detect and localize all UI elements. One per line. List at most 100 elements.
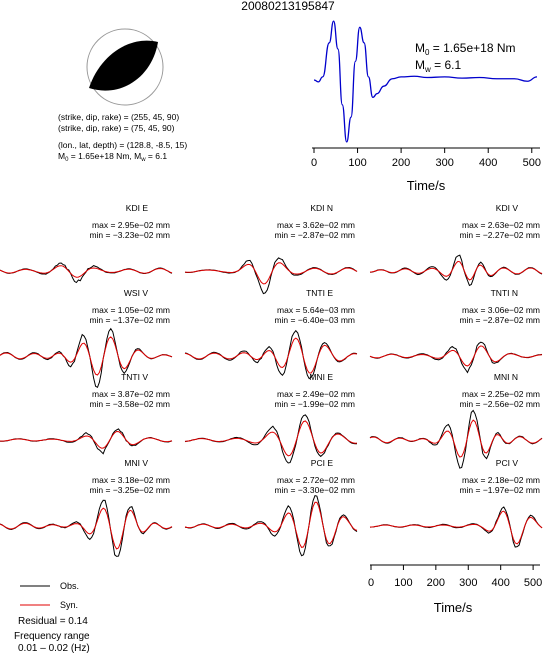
station-label: TNTI N bbox=[491, 288, 518, 298]
event-id-title: 20080213195847 bbox=[241, 0, 335, 13]
min-amplitude-label: min = −2.87e−02 mm bbox=[274, 230, 355, 240]
syn-waveform bbox=[0, 336, 173, 376]
residual-label: Residual = 0.14 bbox=[18, 616, 88, 627]
obs-waveform bbox=[369, 254, 543, 287]
min-amplitude-label: min = −1.37e−02 mm bbox=[89, 315, 170, 325]
max-amplitude-label: max = 5.64e−03 mm bbox=[277, 305, 355, 315]
stf-tick-label: 200 bbox=[392, 157, 410, 169]
stf-series-line bbox=[313, 20, 538, 143]
min-amplitude-label: min = −2.56e−02 mm bbox=[459, 399, 540, 409]
syn-waveform bbox=[0, 430, 173, 449]
min-amplitude-label: min = −1.97e−02 mm bbox=[459, 485, 540, 495]
station-label: KDI V bbox=[496, 203, 519, 213]
syn-waveform bbox=[0, 507, 173, 550]
wave-time-axis: 0 100 200 300 400 500 Time/s bbox=[368, 564, 542, 615]
station-label: TNTI V bbox=[121, 372, 148, 382]
mechanism-line-1: (strike, dip, rake) = (255, 45, 90) bbox=[58, 112, 179, 122]
syn-waveform bbox=[184, 420, 358, 457]
wave-x-axis-label: Time/s bbox=[434, 600, 473, 615]
stf-tick-label: 0 bbox=[311, 157, 317, 169]
stf-m0-label: M0 = 1.65e+18 Nm bbox=[415, 41, 516, 57]
wave-tick-label: 400 bbox=[492, 577, 510, 589]
min-amplitude-label: min = −3.25e−02 mm bbox=[89, 485, 170, 495]
frequency-range-title: Frequency range bbox=[14, 631, 90, 642]
stf-x-axis-label: Time/s bbox=[407, 178, 446, 193]
wave-ticks: 0 100 200 300 400 500 bbox=[368, 565, 542, 589]
station-label: PCI V bbox=[496, 458, 519, 468]
syn-waveform bbox=[184, 337, 358, 374]
syn-waveform bbox=[369, 345, 543, 367]
moment-line: M0 = 1.65e+18 Nm, Mw = 6.1 bbox=[58, 151, 167, 163]
syn-waveform bbox=[369, 419, 543, 458]
min-amplitude-label: min = −1.99e−02 mm bbox=[274, 399, 355, 409]
stf-plot: 0 100 200 300 400 500 M0 = 1.65e+18 Nm Mw = 6… bbox=[311, 20, 541, 193]
obs-waveform bbox=[369, 341, 543, 374]
syn-waveform bbox=[184, 262, 358, 285]
mechanism-info: (strike, dip, rake) = (255, 45, 90) (str… bbox=[58, 112, 187, 163]
mechanism-line-2: (strike, dip, rake) = (75, 45, 90) bbox=[58, 123, 175, 133]
min-amplitude-label: min = −2.87e−02 mm bbox=[459, 315, 540, 325]
stf-tick-label: 400 bbox=[479, 157, 497, 169]
legend-syn-label: Syn. bbox=[60, 600, 78, 610]
syn-waveform bbox=[184, 501, 358, 548]
stf-tick-label: 500 bbox=[523, 157, 541, 169]
max-amplitude-label: max = 2.95e−02 mm bbox=[92, 220, 170, 230]
station-label: WSI V bbox=[124, 288, 148, 298]
obs-waveform bbox=[184, 494, 358, 557]
max-amplitude-label: max = 2.49e−02 mm bbox=[277, 389, 355, 399]
max-amplitude-label: max = 3.87e−02 mm bbox=[92, 389, 170, 399]
frequency-range-value: 0.01 – 0.02 (Hz) bbox=[18, 643, 90, 654]
min-amplitude-label: min = −2.27e−02 mm bbox=[459, 230, 540, 240]
max-amplitude-label: max = 3.18e−02 mm bbox=[92, 475, 170, 485]
max-amplitude-label: max = 2.25e−02 mm bbox=[462, 389, 540, 399]
max-amplitude-label: max = 2.18e−02 mm bbox=[462, 475, 540, 485]
obs-waveform bbox=[0, 499, 173, 557]
beachball-compressional-quadrant bbox=[89, 40, 158, 91]
wave-tick-label: 100 bbox=[394, 577, 412, 589]
max-amplitude-label: max = 3.62e−02 mm bbox=[277, 220, 355, 230]
syn-waveform bbox=[0, 265, 173, 278]
legend-obs-label: Obs. bbox=[60, 581, 79, 591]
wave-tick-label: 300 bbox=[459, 577, 477, 589]
beachball bbox=[86, 28, 164, 106]
wave-tick-label: 500 bbox=[524, 577, 542, 589]
stf-ticks: 0 100 200 300 400 500 bbox=[311, 148, 541, 169]
min-amplitude-label: min = −3.23e−02 mm bbox=[89, 230, 170, 240]
min-amplitude-label: min = −6.40e−03 mm bbox=[274, 315, 355, 325]
max-amplitude-label: max = 1.05e−02 mm bbox=[92, 305, 170, 315]
station-label: KDI E bbox=[126, 203, 149, 213]
obs-waveform bbox=[184, 329, 358, 380]
wave-tick-label: 0 bbox=[368, 577, 374, 589]
min-amplitude-label: min = −3.30e−02 mm bbox=[274, 485, 355, 495]
stf-tick-label: 100 bbox=[348, 157, 366, 169]
syn-waveform bbox=[369, 260, 543, 281]
max-amplitude-label: max = 2.72e−02 mm bbox=[277, 475, 355, 485]
station-label: MNI V bbox=[124, 458, 148, 468]
min-amplitude-label: min = −3.58e−02 mm bbox=[89, 399, 170, 409]
legend: Obs. Syn. Residual = 0.14 Frequency rang… bbox=[14, 581, 90, 654]
location-line: (lon., lat, depth) = (128.8, -8.5, 15) bbox=[58, 140, 187, 150]
syn-waveform bbox=[370, 510, 543, 545]
station-label: KDI N bbox=[310, 203, 333, 213]
stf-tick-label: 300 bbox=[435, 157, 453, 169]
station-label: MNI E bbox=[309, 372, 333, 382]
stf-mw-label: Mw = 6.1 bbox=[415, 58, 461, 74]
obs-waveform bbox=[0, 428, 173, 455]
station-label: PCI E bbox=[311, 458, 334, 468]
station-label: MNI N bbox=[494, 372, 518, 382]
max-amplitude-label: max = 3.06e−02 mm bbox=[462, 305, 540, 315]
